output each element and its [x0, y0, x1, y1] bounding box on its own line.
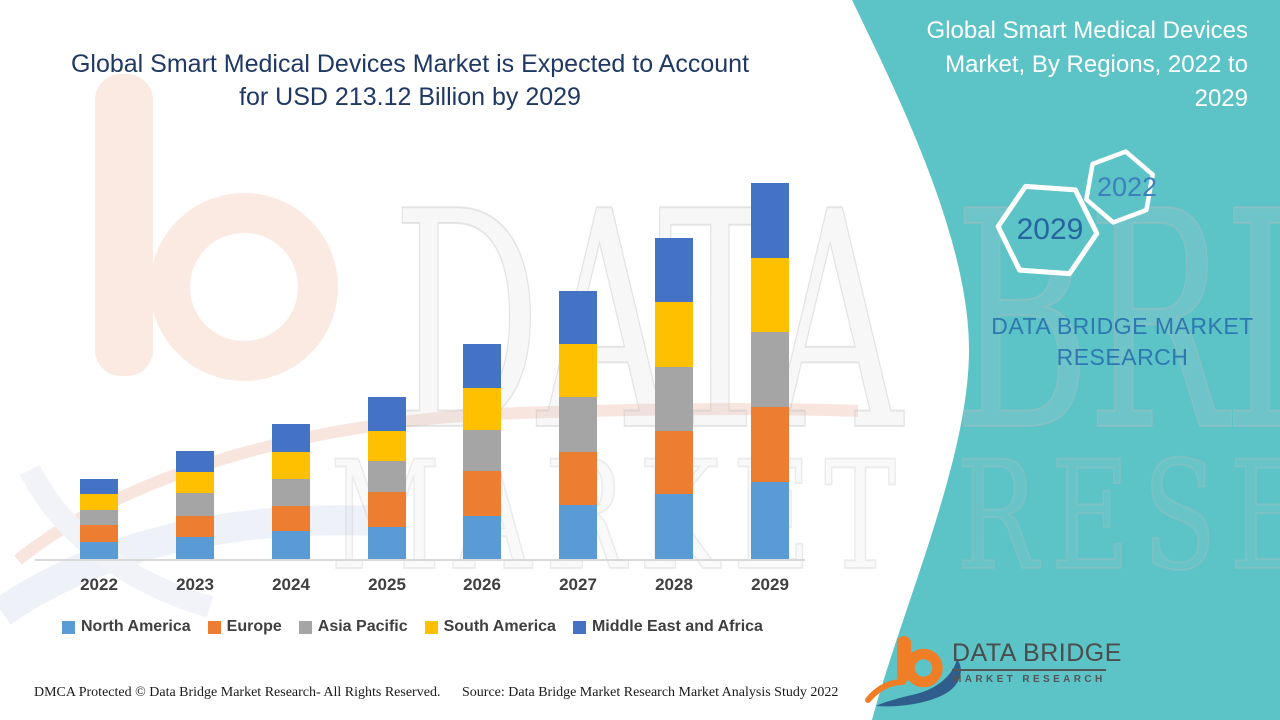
bar-segment-2025-asia-pacific — [368, 461, 406, 493]
legend-swatch-icon — [62, 620, 75, 634]
bar-segment-2026-middle-east-and-africa — [463, 343, 501, 388]
bar-segment-2027-north-america — [559, 505, 597, 559]
dbmr-b-watermark-icon — [0, 74, 859, 625]
legend-item-middle-east-and-africa: Middle East and Africa — [572, 618, 763, 636]
legend-item-asia-pacific: Asia Pacific — [298, 618, 408, 636]
x-axis-line — [35, 559, 805, 561]
bar-segment-2028-south-america — [655, 301, 693, 367]
dmca-copyright-text: DMCA Protected © Data Bridge Market Rese… — [34, 685, 441, 700]
bar-segment-2025-north-america — [368, 527, 406, 559]
legend-label: Middle East and Africa — [591, 618, 763, 635]
logo-subtitle: MARKET RESEARCH — [953, 674, 1106, 685]
bar-segment-2029-asia-pacific — [751, 331, 789, 408]
x-axis-tick-2023: 2023 — [176, 575, 214, 594]
bar-segment-2026-europe — [463, 471, 501, 517]
hexagon-2022-year-label: 2022 — [1096, 172, 1158, 202]
chart-title: Global Smart Medical Devices Market is E… — [55, 48, 765, 114]
bar-segment-2025-middle-east-and-africa — [368, 397, 406, 432]
dbmr-logo-icon — [865, 636, 961, 707]
legend-swatch-icon — [207, 620, 221, 634]
bar-segment-2023-asia-pacific — [176, 493, 214, 517]
bar-segment-2029-europe — [751, 407, 789, 483]
sidebar-heading-line2: Market, By Regions, 2022 to — [945, 51, 1248, 78]
bar-segment-2022-north-america — [80, 542, 118, 559]
bar-segment-2028-middle-east-and-africa — [655, 238, 693, 302]
chart-title-line2: for USD 213.12 Billion by 2029 — [239, 83, 581, 111]
x-axis-tick-2022: 2022 — [80, 575, 118, 594]
bar-segment-2023-south-america — [176, 472, 214, 494]
bar-segment-2027-south-america — [559, 343, 597, 398]
x-axis-tick-2026: 2026 — [463, 575, 501, 594]
bar-segment-2022-asia-pacific — [80, 510, 118, 526]
bar-segment-2029-south-america — [751, 257, 789, 332]
bar-segment-2025-south-america — [368, 431, 406, 462]
legend-swatch-icon — [298, 620, 312, 634]
bar-segment-2026-north-america — [463, 516, 501, 559]
bar-segment-2027-europe — [559, 452, 597, 506]
legend-item-europe: Europe — [207, 618, 282, 636]
bar-segment-2024-middle-east-and-africa — [272, 424, 310, 453]
bar-segment-2029-middle-east-and-africa — [751, 183, 789, 258]
sidebar-brand-line2: RESEARCH — [1056, 344, 1189, 370]
sidebar-heading-line1: Global Smart Medical Devices — [926, 17, 1248, 44]
sidebar-heading: Global Smart Medical Devices Market, By … — [880, 14, 1248, 116]
sidebar-heading-line3: 2029 — [1194, 85, 1248, 112]
sidebar-brand-text: DATA BRIDGE MARKET RESEARCH — [985, 311, 1260, 373]
source-text: Source: Data Bridge Market Research Mark… — [462, 685, 839, 700]
legend-swatch-icon — [572, 620, 586, 634]
legend-item-north-america: North America — [62, 618, 191, 636]
legend-label: South America — [443, 618, 556, 635]
bar-segment-2026-south-america — [463, 387, 501, 431]
x-axis-tick-2024: 2024 — [272, 575, 310, 594]
bar-segment-2024-asia-pacific — [272, 479, 310, 507]
bar-segment-2025-europe — [368, 492, 406, 528]
legend-label: Asia Pacific — [317, 618, 408, 635]
logo-underline — [952, 669, 1106, 671]
bar-segment-2023-middle-east-and-africa — [176, 451, 214, 473]
x-axis-tick-2027: 2027 — [559, 575, 597, 594]
bar-segment-2027-asia-pacific — [559, 397, 597, 453]
bar-segment-2023-north-america — [176, 537, 214, 559]
hexagon-2029-year-label: 2029 — [1016, 213, 1084, 246]
bar-segment-2023-europe — [176, 516, 214, 538]
bar-segment-2028-europe — [655, 431, 693, 495]
bar-segment-2022-south-america — [80, 494, 118, 511]
chart-title-line1: Global Smart Medical Devices Market is E… — [70, 50, 750, 78]
x-axis-tick-2028: 2028 — [655, 575, 693, 594]
bar-segment-2026-asia-pacific — [463, 430, 501, 472]
bar-segment-2027-middle-east-and-africa — [559, 290, 597, 344]
bar-segment-2022-middle-east-and-africa — [80, 479, 118, 495]
bar-segment-2024-north-america — [272, 531, 310, 559]
legend-swatch-icon — [424, 620, 438, 634]
sidebar-brand-line1: DATA BRIDGE MARKET — [991, 313, 1254, 339]
bar-segment-2029-north-america — [751, 482, 789, 559]
logo-wordmark: DATA BRIDGE — [952, 639, 1122, 667]
legend-label: Europe — [226, 618, 282, 635]
x-axis-tick-2029: 2029 — [751, 575, 789, 594]
chart-legend: North America Europe Asia Pacific South Ame… — [62, 618, 763, 636]
bar-segment-2022-europe — [80, 525, 118, 543]
legend-label: North America — [81, 618, 191, 635]
bar-segment-2024-europe — [272, 506, 310, 532]
legend-item-south-america: South America — [424, 618, 556, 636]
bar-segment-2028-asia-pacific — [655, 366, 693, 432]
bar-segment-2024-south-america — [272, 452, 310, 480]
x-axis-tick-2025: 2025 — [368, 575, 406, 594]
bar-segment-2028-north-america — [655, 494, 693, 559]
